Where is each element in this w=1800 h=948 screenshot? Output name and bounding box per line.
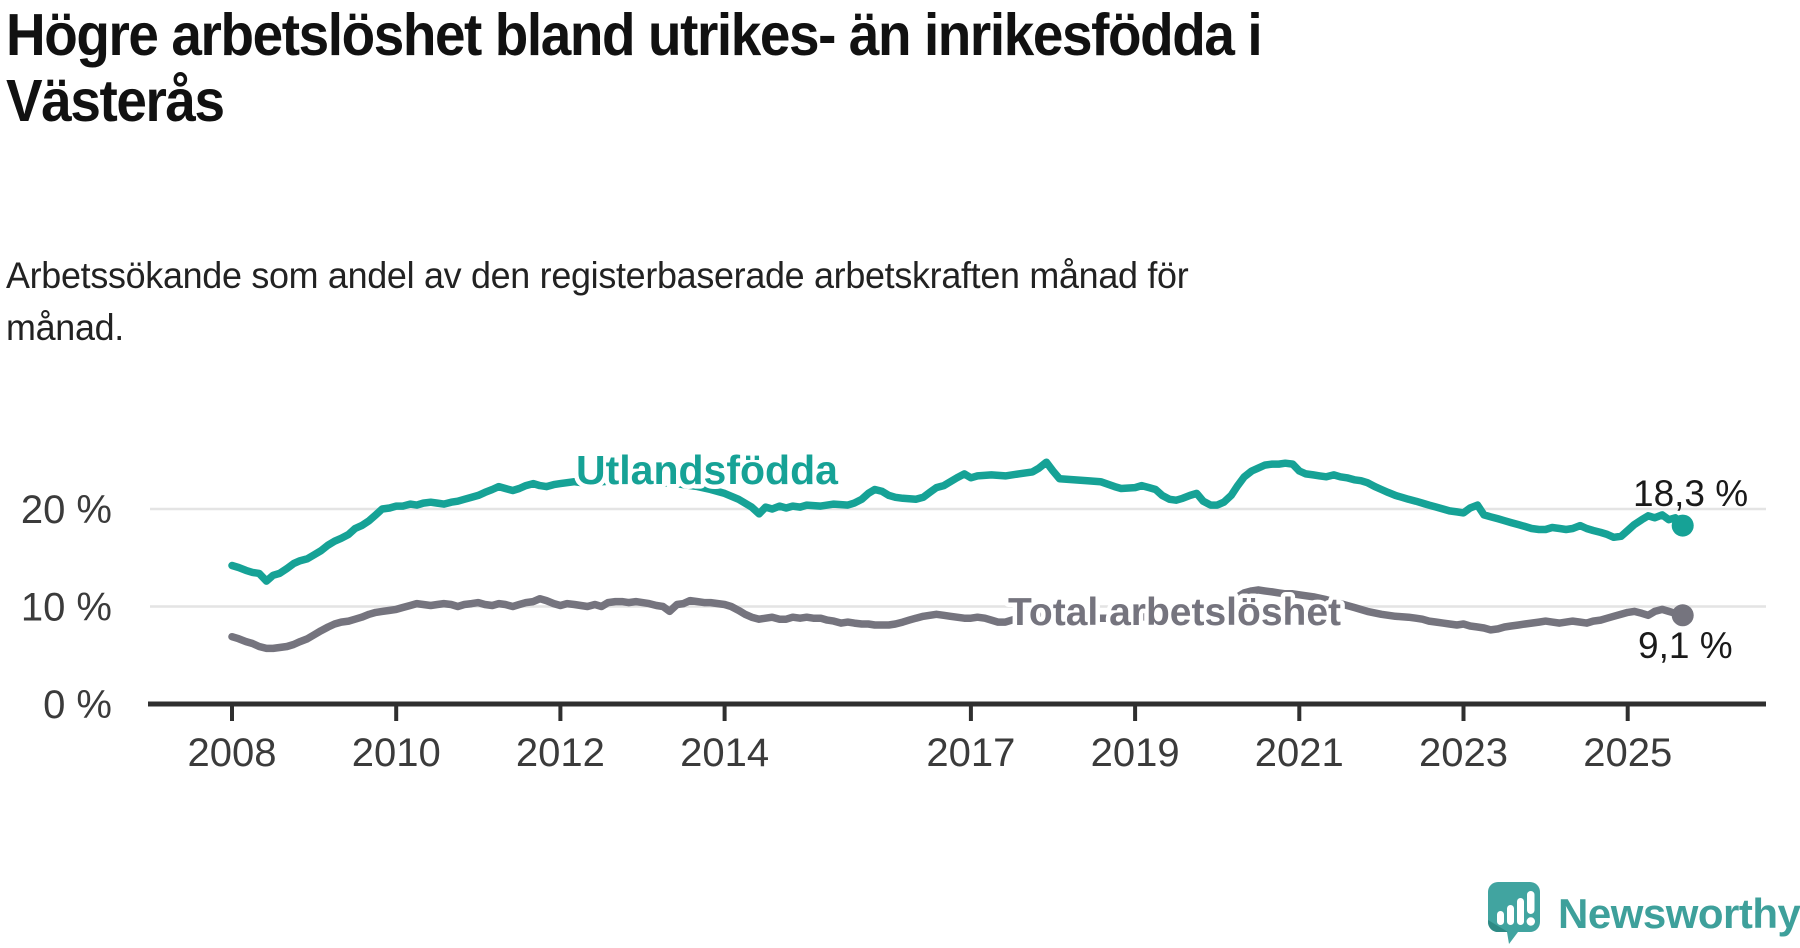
bar-1 (1497, 911, 1504, 925)
x-tick-label-2014: 2014 (680, 731, 769, 775)
x-tick-label-2021: 2021 (1255, 731, 1344, 775)
end-point-total (1671, 604, 1694, 627)
end-value-label-utlandsfodda: 18,3 % (1633, 473, 1748, 514)
x-tick-label-2010: 2010 (352, 731, 441, 775)
x-tick-label-2019: 2019 (1091, 731, 1180, 775)
chart-subtitle: Arbetssökande som andel av den registerb… (6, 250, 1713, 354)
series-label-utlandsfodda: Utlandsfödda (576, 447, 839, 493)
y-tick-label-10: 10 % (21, 586, 112, 630)
y-axis-labels: 20 % 10 % 0 % (21, 488, 112, 727)
page-title-line-1: Högre arbetslöshet bland utrikes- än inr… (6, 2, 1263, 68)
chart-subtitle-line-1: Arbetssökande som andel av den registerb… (6, 255, 1189, 296)
line-series-total (228, 586, 1687, 653)
exclamation-dot (1526, 917, 1535, 926)
newsworthy-logo: Newsworthy (1488, 882, 1800, 946)
y-tick-label-20: 20 % (21, 488, 112, 532)
newsworthy-wordmark: Newsworthy (1558, 890, 1800, 937)
y-tick-label-0: 0 % (43, 683, 112, 727)
end-point-utlandsfodda (1671, 514, 1694, 537)
end-value-label-total: 9,1 % (1638, 625, 1733, 666)
x-tick-label-2023: 2023 (1419, 731, 1508, 775)
axis-tick-labels: 2008 2010 2012 2014 2017 2019 2021 2023 2025 (188, 731, 1673, 775)
x-axis (148, 701, 1766, 721)
bar-2 (1507, 905, 1514, 925)
header: Högre arbetslöshet bland utrikes- än inr… (6, 2, 1766, 134)
speech-bubble-fold (1488, 920, 1508, 932)
x-tick-label-2017: 2017 (926, 731, 1015, 775)
bar-3 (1517, 898, 1524, 925)
x-tick-label-2008: 2008 (188, 731, 277, 775)
line-series-utlandsfodda (228, 458, 1687, 585)
exclamation-bar (1527, 891, 1535, 914)
page-title-line-2: Västerås (6, 68, 225, 134)
newsworthy-logo-icon (1488, 882, 1540, 944)
x-tick-label-2012: 2012 (516, 731, 605, 775)
chart-subtitle-line-2: månad. (6, 307, 124, 348)
x-tick-label-2025: 2025 (1583, 731, 1672, 775)
series-lines (228, 458, 1694, 653)
series-label-total-arbetsloshet: Total arbetslöshet (1008, 591, 1341, 634)
